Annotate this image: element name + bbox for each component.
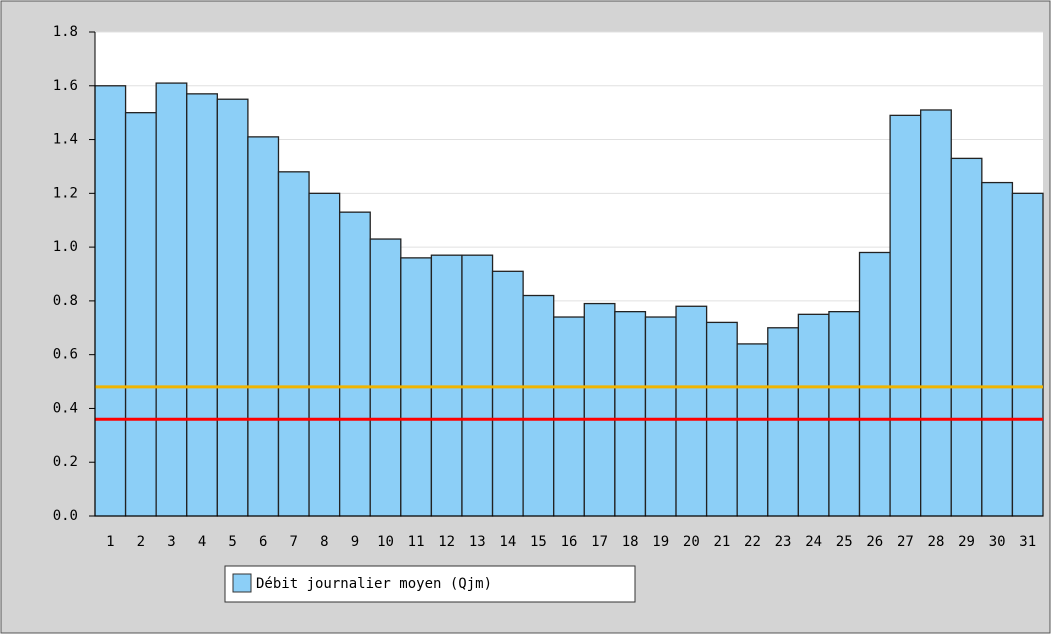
bar bbox=[491, 270, 524, 517]
bar bbox=[338, 211, 371, 517]
bar bbox=[644, 316, 677, 517]
y-tick-label: 0.8 bbox=[53, 293, 78, 309]
bar bbox=[308, 192, 341, 517]
y-tick-label: 0.4 bbox=[53, 400, 78, 416]
bar bbox=[94, 85, 127, 517]
x-tick-label: 4 bbox=[198, 534, 206, 550]
bar bbox=[950, 157, 983, 517]
y-tick-label: 0.2 bbox=[53, 454, 78, 470]
bar bbox=[277, 171, 310, 517]
bar bbox=[216, 98, 249, 517]
bar bbox=[186, 93, 218, 517]
x-tick-label: 18 bbox=[622, 534, 639, 550]
x-tick-label: 21 bbox=[713, 534, 730, 550]
x-tick-label: 27 bbox=[897, 534, 914, 550]
y-tick-label: 1.4 bbox=[53, 132, 78, 148]
bar bbox=[124, 112, 157, 517]
bar bbox=[614, 310, 647, 517]
bar bbox=[981, 181, 1014, 517]
x-tick-label: 15 bbox=[530, 534, 547, 550]
bar bbox=[858, 251, 891, 517]
y-tick-label: 1.6 bbox=[53, 78, 78, 94]
bar bbox=[889, 114, 922, 517]
bar bbox=[1011, 192, 1044, 517]
x-tick-label: 20 bbox=[683, 534, 700, 550]
bar bbox=[522, 294, 555, 517]
reference-lines bbox=[95, 385, 1043, 421]
bar bbox=[369, 238, 402, 517]
x-tick-label: 10 bbox=[377, 534, 394, 550]
x-tick-label: 12 bbox=[438, 534, 455, 550]
legend bbox=[224, 565, 636, 603]
x-tick-label: 6 bbox=[259, 534, 267, 550]
x-tick-label: 30 bbox=[989, 534, 1006, 550]
legend-swatch bbox=[232, 573, 252, 593]
x-tick-label: 3 bbox=[167, 534, 175, 550]
x-tick-label: 14 bbox=[499, 534, 516, 550]
y-tick-label: 0.6 bbox=[53, 347, 78, 363]
bar bbox=[583, 302, 616, 517]
x-tick-label: 16 bbox=[561, 534, 578, 550]
x-tick-label: 8 bbox=[320, 534, 328, 550]
x-tick-label: 25 bbox=[836, 534, 853, 550]
bar bbox=[553, 316, 585, 517]
x-tick-label: 29 bbox=[958, 534, 975, 550]
x-tick-label: 5 bbox=[228, 534, 236, 550]
bar bbox=[675, 305, 708, 517]
x-tick-label: 1 bbox=[106, 534, 114, 550]
x-tick-label: 13 bbox=[469, 534, 486, 550]
bar bbox=[247, 136, 280, 517]
x-tick-label: 31 bbox=[1019, 534, 1036, 550]
bars bbox=[94, 82, 1044, 517]
x-tick-label: 26 bbox=[866, 534, 883, 550]
x-tick-label: 9 bbox=[351, 534, 359, 550]
x-tick-label: 7 bbox=[290, 534, 298, 550]
bar bbox=[767, 327, 800, 517]
bar bbox=[155, 82, 188, 517]
x-tick-label: 24 bbox=[805, 534, 822, 550]
x-tick-label: 19 bbox=[652, 534, 669, 550]
bar bbox=[920, 109, 952, 517]
bar bbox=[828, 310, 861, 517]
x-tick-label: 22 bbox=[744, 534, 761, 550]
y-tick-label: 1.8 bbox=[53, 24, 78, 40]
y-tick-label: 0.0 bbox=[53, 508, 78, 524]
bar bbox=[736, 343, 769, 517]
x-tick-label: 11 bbox=[408, 534, 425, 550]
x-tick-label: 2 bbox=[137, 534, 145, 550]
legend-label: Débit journalier moyen (Qjm) bbox=[256, 576, 492, 592]
x-tick-label: 28 bbox=[928, 534, 945, 550]
y-tick-label: 1.0 bbox=[53, 239, 78, 255]
bar bbox=[797, 313, 830, 517]
x-tick-label: 23 bbox=[775, 534, 792, 550]
axes: 0.00.20.40.60.81.01.21.41.61.81 2 3 4 5 6 7 8 9 1… bbox=[53, 24, 1043, 550]
x-tick-label: 17 bbox=[591, 534, 608, 550]
y-tick-label: 1.2 bbox=[53, 185, 78, 201]
